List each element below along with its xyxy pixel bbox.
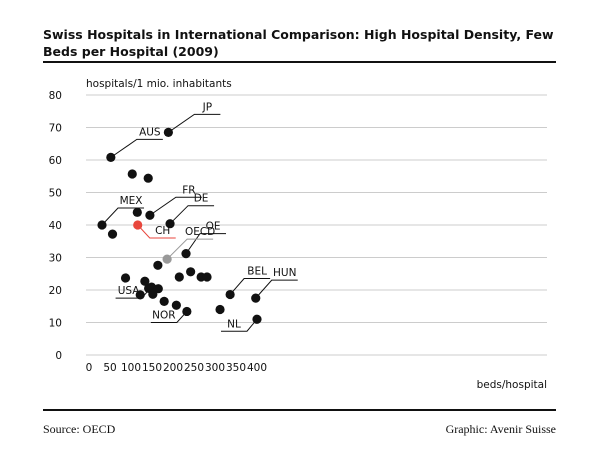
y-tick-label: 20	[49, 285, 62, 297]
y-tick-label: 70	[49, 123, 62, 135]
label-leader	[166, 238, 214, 260]
x-tick-labels: 0 50 100 150 200 250 300 350 400	[86, 362, 267, 374]
x-tick-label: 100	[121, 362, 141, 374]
title-rule	[43, 61, 556, 63]
data-point	[251, 293, 261, 303]
data-point	[148, 289, 158, 299]
point-label: MEX	[120, 195, 143, 207]
point-label: USA	[118, 285, 141, 297]
data-point	[145, 210, 155, 220]
data-point	[186, 267, 196, 277]
label-leader	[101, 207, 145, 226]
label-leader	[137, 224, 176, 239]
label-leader	[185, 233, 227, 254]
label-leader	[169, 205, 215, 225]
data-point	[165, 219, 175, 229]
data-point	[97, 220, 107, 230]
x-tick-label: 350	[226, 362, 246, 374]
label-leader	[150, 311, 188, 323]
data-point	[162, 254, 172, 264]
data-point	[120, 273, 131, 283]
data-point	[140, 276, 150, 286]
data-point	[107, 229, 118, 239]
credit-note: Graphic: Avenir Suisse	[445, 422, 556, 436]
y-tick-label: 50	[49, 188, 62, 200]
label-leader	[221, 318, 258, 332]
point-label: NL	[227, 318, 241, 330]
data-point	[135, 290, 145, 300]
point-label: BEL	[247, 266, 267, 278]
point-label: NOR	[152, 309, 175, 321]
y-tick-label: 30	[49, 253, 62, 265]
data-point	[106, 152, 116, 162]
point-label: CH	[155, 225, 170, 237]
data-point	[252, 314, 262, 324]
x-tick-label: 50	[103, 362, 116, 374]
label-leader	[110, 138, 163, 158]
y-tick-label: 40	[49, 220, 62, 232]
y-tick-labels: 0 10 20 30 40 50 60 70 80	[49, 90, 62, 362]
point-label: FR	[182, 184, 195, 196]
point-label: OECD	[185, 226, 215, 238]
point-label: OE	[206, 221, 221, 233]
x-tick-label: 0	[86, 362, 93, 374]
footer-rule	[43, 409, 556, 411]
data-point	[225, 289, 235, 300]
data-point	[127, 169, 137, 179]
x-tick-label: 300	[205, 362, 225, 374]
source-note: Source: OECD	[43, 422, 116, 436]
data-point	[163, 127, 173, 137]
data-point	[153, 260, 163, 270]
data-point	[171, 300, 181, 310]
x-tick-label: 250	[184, 362, 204, 374]
data-point	[132, 207, 142, 217]
label-leader	[168, 113, 221, 133]
data-point	[181, 249, 191, 259]
data-point	[215, 304, 225, 315]
y-tick-label: 0	[55, 350, 62, 362]
x-tick-label: 200	[163, 362, 183, 374]
data-point	[174, 272, 184, 282]
label-leader	[149, 196, 202, 216]
chart-title: Swiss Hospitals in International Compari…	[43, 27, 554, 59]
point-label: HUN	[273, 267, 296, 279]
x-tick-label: 150	[142, 362, 162, 374]
data-point	[143, 173, 153, 183]
x-axis-label: beds/hospital	[477, 379, 547, 391]
point-label: JP	[202, 101, 212, 113]
data-point	[133, 220, 143, 230]
point-label: DE	[194, 193, 209, 205]
label-leader	[255, 279, 298, 299]
data-point	[159, 296, 169, 306]
y-axis-label: hospitals/1 mio. inhabitants	[86, 78, 232, 90]
data-point	[202, 272, 212, 282]
gridlines	[86, 94, 547, 356]
label-leaders	[101, 113, 298, 332]
point-label: AUS	[139, 126, 161, 138]
y-tick-label: 80	[49, 90, 62, 102]
data-points	[97, 127, 262, 324]
y-tick-label: 10	[49, 318, 62, 330]
label-leader	[229, 278, 271, 295]
data-point	[182, 306, 192, 317]
y-tick-label: 60	[49, 155, 62, 167]
x-tick-label: 400	[247, 362, 267, 374]
